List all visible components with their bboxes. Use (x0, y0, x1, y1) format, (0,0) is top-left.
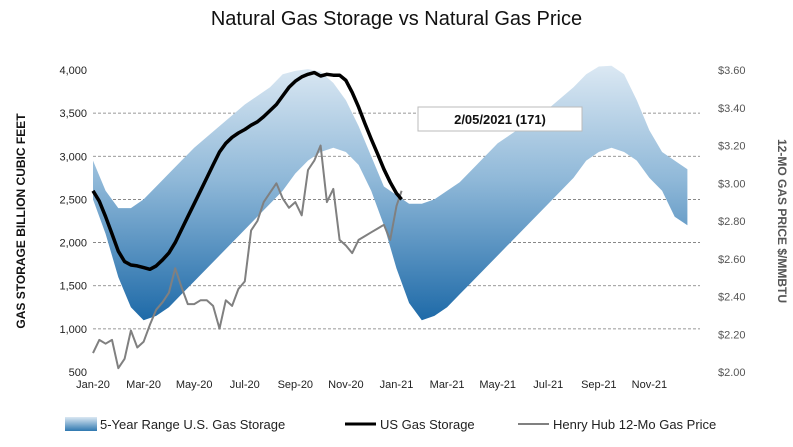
legend-label-price: Henry Hub 12-Mo Gas Price (553, 417, 716, 432)
y-tick-label: 4,000 (59, 65, 87, 77)
five-year-range-band (93, 65, 688, 321)
x-tick-label: Mar-20 (126, 379, 161, 391)
series-line-henry-hub (92, 144, 403, 370)
series-range-area (93, 65, 688, 321)
y-tick-label: 500 (69, 367, 87, 379)
y2-tick-label: $2.80 (718, 216, 746, 228)
y-tick-label: 1,500 (59, 281, 87, 293)
series-line-us-storage (91, 70, 403, 272)
annotation-callout: 2/05/2021 (171) (417, 106, 583, 132)
x-tick-label: Nov-20 (328, 379, 363, 391)
y2-tick-label: $3.40 (718, 103, 746, 115)
x-tick-label: May-20 (176, 379, 213, 391)
annotation-text: 2/05/2021 (171) (454, 112, 546, 127)
x-tick-label: Jul-20 (230, 379, 260, 391)
legend-label-range: 5-Year Range U.S. Gas Storage (100, 417, 285, 432)
x-tick-label: Jul-21 (533, 379, 563, 391)
x-tick-label: Sep-20 (278, 379, 313, 391)
y2-tick-label: $3.20 (718, 141, 746, 153)
y-tick-label: 1,000 (59, 324, 87, 336)
legend-swatch-range (65, 417, 97, 431)
y2-tick-label: $3.00 (718, 178, 746, 190)
x-tick-label: Jan-21 (380, 379, 414, 391)
y-tick-label: 3,500 (59, 108, 87, 120)
y-tick-label: 3,000 (59, 151, 87, 163)
x-tick-label: Nov-21 (632, 379, 667, 391)
legend-label-storage: US Gas Storage (380, 417, 475, 432)
x-tick-label: Mar-21 (430, 379, 465, 391)
chart-title: Natural Gas Storage vs Natural Gas Price (210, 8, 583, 30)
y-axis-label: GAS STORAGE BILLION CUBIC FEET (14, 113, 28, 329)
x-tick-label: Jan-20 (76, 379, 110, 391)
annotation-box (417, 106, 583, 132)
y2-tick-label: $2.40 (718, 292, 746, 304)
x-tick-label: May-21 (479, 379, 516, 391)
y-tick-label: 2,500 (59, 194, 87, 206)
y2-tick-label: $2.60 (718, 254, 746, 266)
series-lines (91, 70, 403, 370)
x-tick-label: Sep-21 (581, 379, 616, 391)
y2-tick-label: $3.60 (718, 65, 746, 77)
legend: 5-Year Range U.S. Gas Storage US Gas Sto… (65, 417, 716, 432)
y2-tick-label: $2.20 (718, 329, 746, 341)
y2-tick-label: $2.00 (718, 367, 746, 379)
y2-axis-label: 12-MO GAS PRICE $/MMBTU (775, 139, 789, 303)
y-tick-label: 2,000 (59, 238, 87, 250)
axes: 4,000 3,500 3,000 2,500 2,000 1,500 1,000 500 $3… (14, 65, 789, 391)
